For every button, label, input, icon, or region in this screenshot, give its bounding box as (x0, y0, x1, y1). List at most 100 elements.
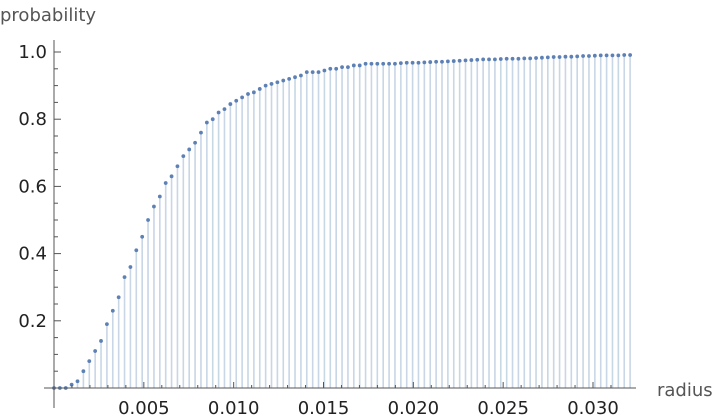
data-point (181, 154, 186, 159)
data-point (304, 70, 309, 75)
data-point (434, 59, 439, 64)
data-point (516, 56, 521, 61)
data-point (210, 117, 215, 122)
data-point (169, 174, 174, 179)
data-point (275, 80, 280, 85)
x-ticks: 0.005 0.010 0.015 0.020 0.025 0.030 (71, 382, 619, 419)
x-axis-title: radius (657, 380, 713, 401)
data-point (163, 181, 168, 185)
data-point (581, 54, 585, 58)
data-point (457, 58, 462, 63)
data-point (575, 54, 580, 59)
data-point (99, 339, 103, 343)
data-point (481, 57, 486, 62)
data-point (134, 248, 139, 253)
y-tick-label: 1.0 (18, 42, 47, 63)
data-point (540, 55, 544, 60)
data-point (293, 75, 297, 80)
data-point (140, 234, 145, 239)
data-point (357, 63, 362, 68)
data-point (393, 61, 397, 66)
data-point (463, 58, 468, 63)
data-point (328, 66, 333, 71)
data-point (451, 59, 456, 63)
data-point (346, 65, 350, 70)
data-point (322, 68, 327, 73)
data-point (551, 55, 556, 59)
data-point (387, 61, 391, 66)
data-point (440, 59, 444, 64)
data-point (428, 60, 433, 64)
data-point (398, 61, 403, 65)
data-point (157, 194, 162, 199)
data-point (381, 61, 386, 66)
data-point (445, 59, 450, 64)
data-point (263, 83, 268, 88)
x-tick-label: 0.020 (388, 398, 440, 419)
stems-layer (70, 55, 631, 388)
data-point (622, 53, 627, 57)
y-tick-label: 0.8 (18, 109, 47, 130)
x-tick-label: 0.010 (208, 398, 260, 419)
data-point (404, 60, 409, 65)
data-point (510, 56, 515, 61)
data-point (116, 295, 121, 300)
data-point (75, 379, 80, 384)
y-tick-label: 0.2 (18, 311, 47, 332)
data-point (493, 57, 497, 62)
data-point (316, 70, 321, 75)
data-point (287, 76, 292, 81)
data-point (375, 61, 380, 66)
data-point (299, 73, 303, 78)
data-point (228, 102, 233, 106)
data-point (422, 60, 427, 65)
data-point (587, 54, 591, 58)
data-point (187, 147, 192, 152)
data-point (363, 61, 368, 66)
data-point (199, 130, 203, 135)
data-point (222, 107, 227, 112)
x-tick-label: 0.015 (298, 398, 350, 419)
data-point (105, 322, 109, 327)
data-point (128, 265, 133, 269)
data-point (628, 53, 633, 57)
x-tick-label: 0.005 (118, 398, 170, 419)
data-point (592, 53, 597, 58)
data-point (122, 275, 127, 280)
data-point (334, 66, 339, 71)
data-point (69, 382, 74, 387)
data-point (475, 57, 480, 62)
data-point (175, 164, 180, 169)
data-point (369, 61, 374, 66)
data-point (257, 87, 262, 91)
data-point (569, 54, 574, 59)
data-point (87, 359, 92, 364)
data-point (81, 369, 86, 374)
x-tick-label: 0.030 (567, 398, 619, 419)
data-point (545, 55, 550, 60)
data-point (410, 60, 415, 65)
data-point (234, 98, 239, 103)
points-layer (52, 53, 633, 390)
data-point (504, 56, 509, 61)
data-point (557, 55, 562, 59)
y-axis-title: probability (0, 5, 96, 26)
data-point (204, 120, 209, 125)
y-tick-label: 0.6 (18, 176, 47, 197)
data-point (528, 56, 533, 61)
data-point (522, 56, 527, 61)
y-tick-label: 0.4 (18, 244, 47, 265)
data-point (563, 54, 568, 59)
data-point (616, 53, 621, 58)
data-point (110, 308, 115, 313)
y-ticks: 0.2 0.4 0.6 0.8 1.0 (18, 42, 61, 372)
data-point (246, 92, 250, 96)
data-point (93, 349, 98, 353)
data-point (416, 60, 421, 65)
data-point (340, 65, 344, 70)
data-point (469, 58, 474, 62)
x-tick-label: 0.025 (477, 398, 529, 419)
data-point (281, 78, 286, 83)
data-point (534, 56, 538, 60)
